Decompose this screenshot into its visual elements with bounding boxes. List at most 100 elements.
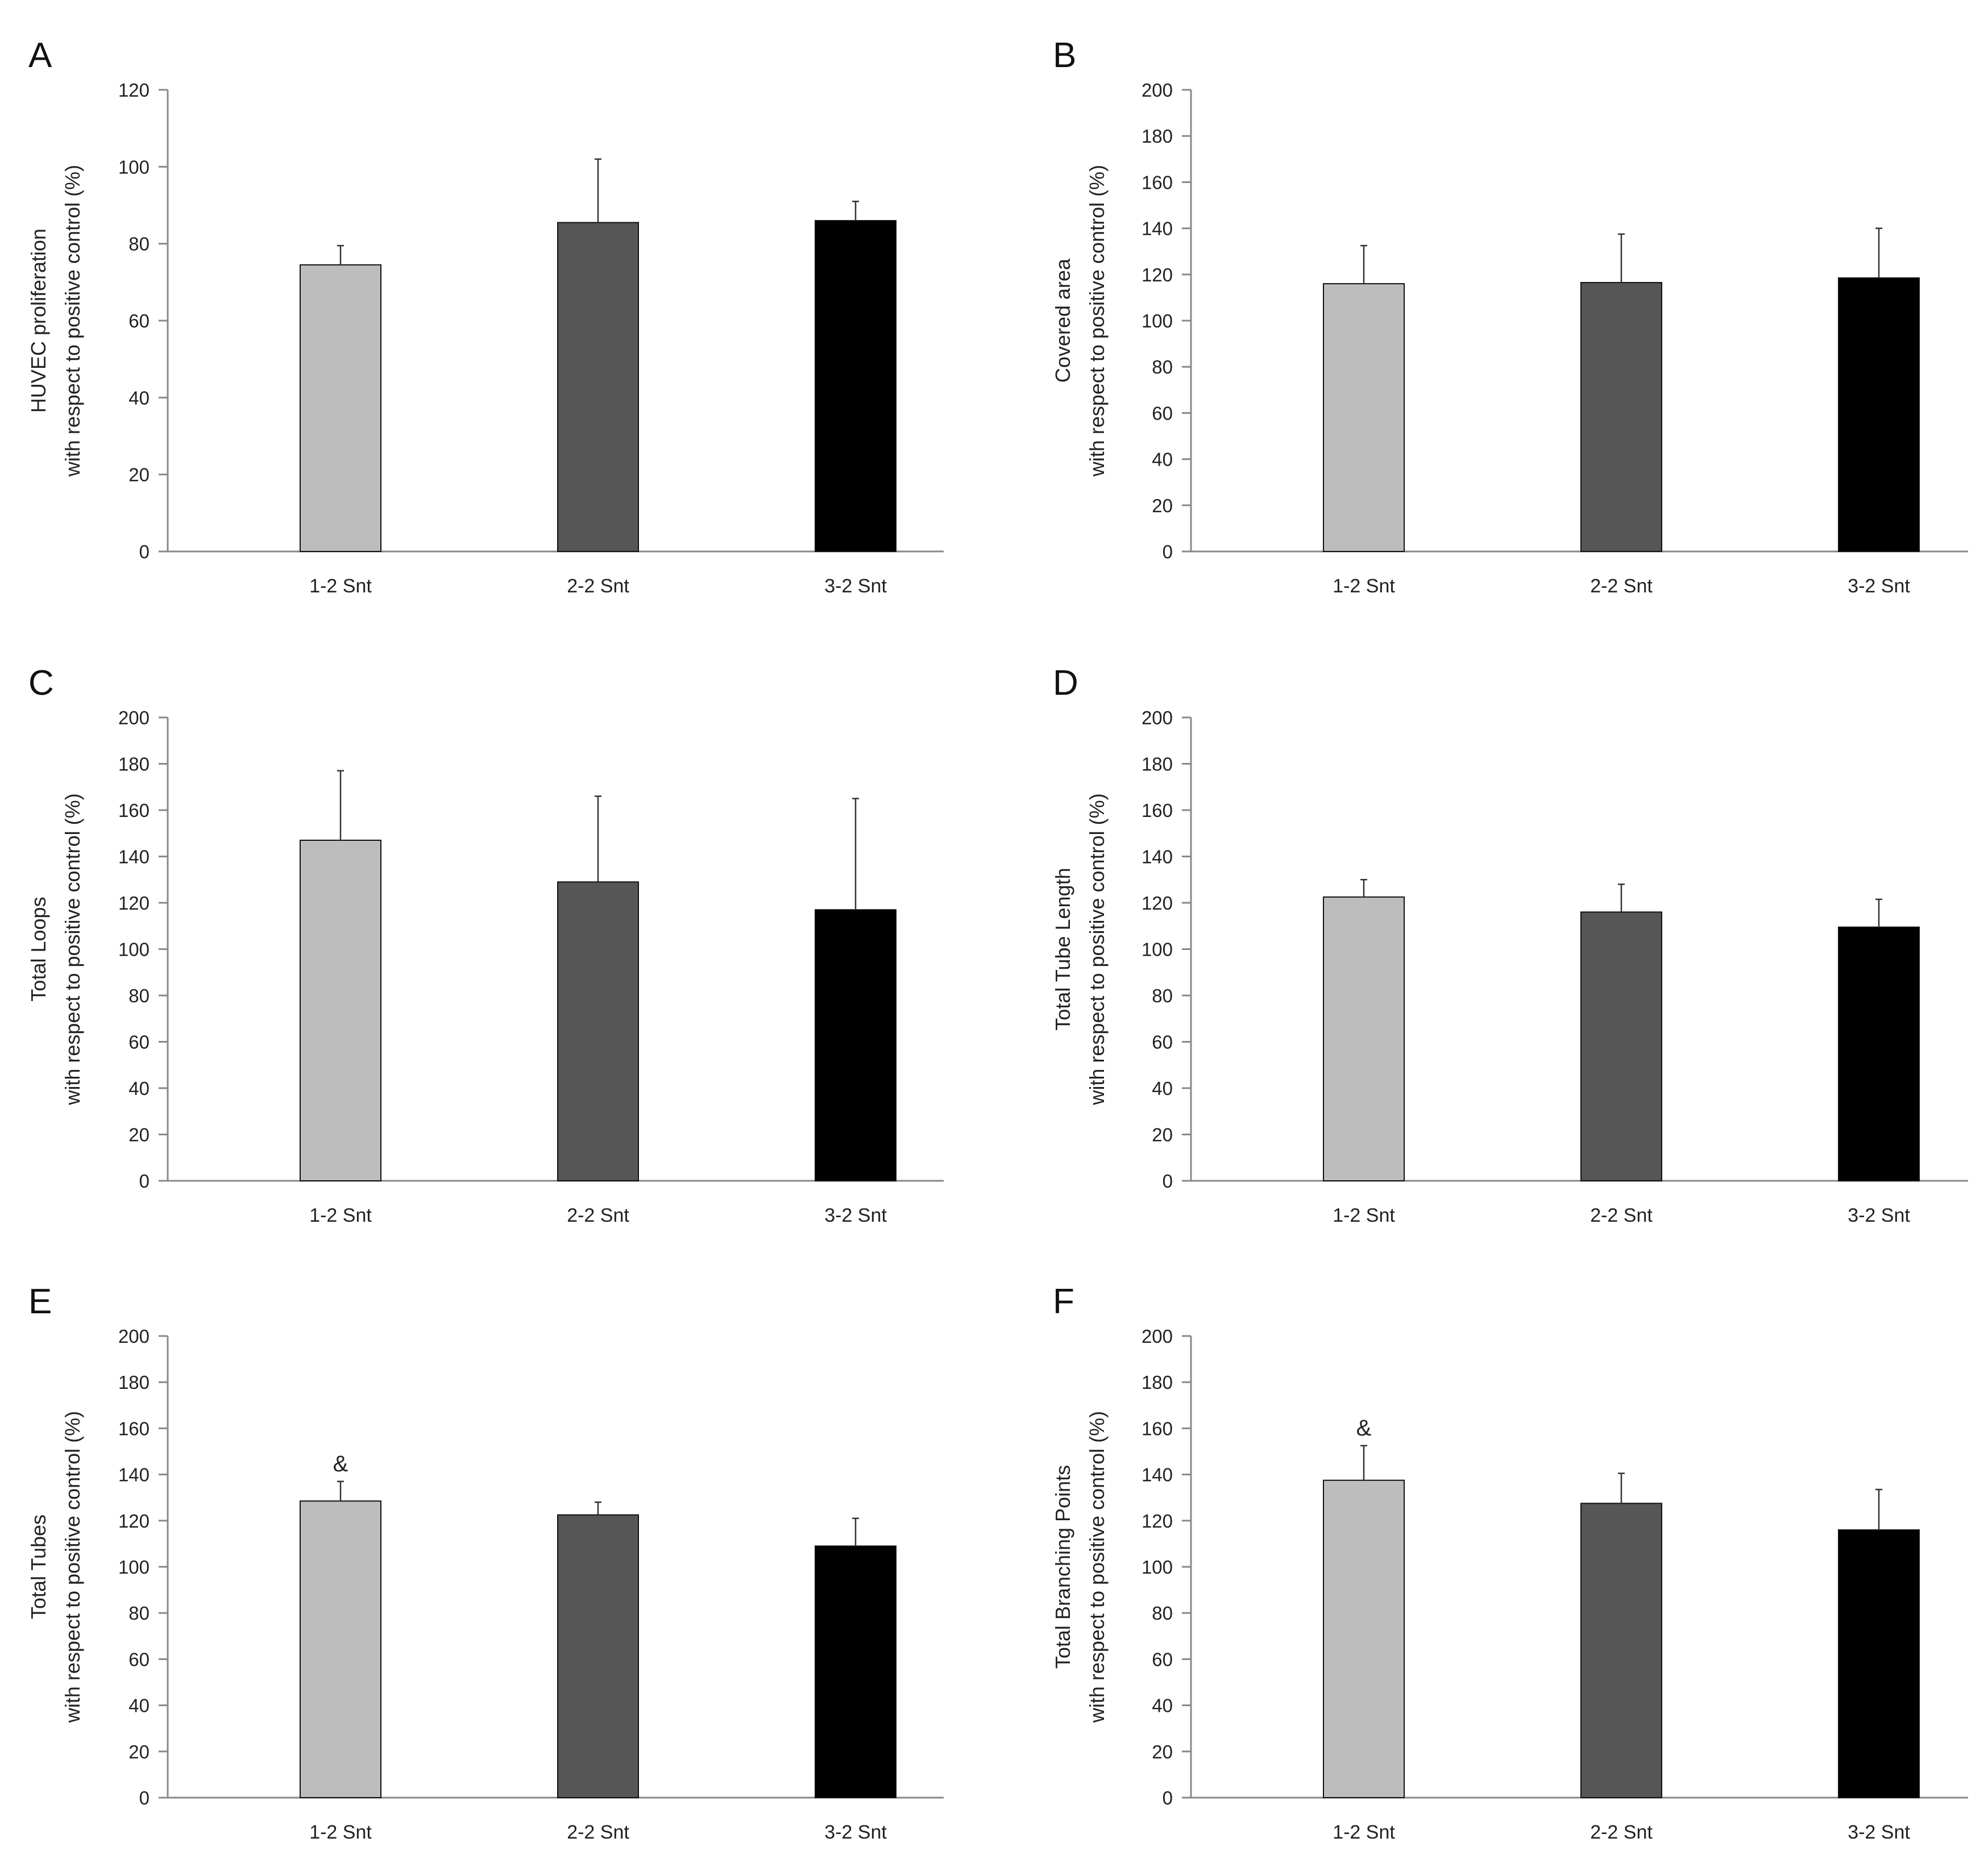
y-axis-title: with respect to positive control (%) xyxy=(61,165,84,477)
y-tick-label: 20 xyxy=(128,464,150,486)
y-tick-label: 20 xyxy=(128,1741,150,1762)
y-tick-label: 160 xyxy=(118,800,150,821)
chart-panel-d: D 0 20 40 60 80 100 120 140 160 180 200 Total Tube L… xyxy=(1051,663,1968,1226)
y-tick-label: 200 xyxy=(118,1326,150,1347)
x-category-label: 1-2 Snt xyxy=(309,1822,372,1843)
chart-panel-f: F 0 20 40 60 80 100 120 140 160 180 200 Total Branch… xyxy=(1051,1282,1968,1843)
bar xyxy=(1323,1479,1405,1798)
y-tick-label: 60 xyxy=(128,310,150,331)
y-tick-label: 180 xyxy=(1142,126,1173,147)
y-tick-label: 120 xyxy=(1142,1511,1173,1532)
bar xyxy=(300,1500,381,1799)
chart-panel-b: B 0 20 40 60 80 100 120 140 160 180 200 Covered area… xyxy=(1051,36,1968,597)
y-tick-label: 200 xyxy=(118,707,150,728)
x-category-label: 3-2 Snt xyxy=(1848,575,1910,597)
y-tick-label: 40 xyxy=(1152,449,1173,470)
y-tick-label: 120 xyxy=(118,80,150,101)
y-tick-label: 60 xyxy=(1152,403,1173,424)
y-tick-label: 0 xyxy=(1163,1787,1173,1808)
x-category-label: 3-2 Snt xyxy=(824,1822,887,1843)
y-tick-label: 100 xyxy=(1142,310,1173,331)
y-axis-title: Total Tubes xyxy=(27,1515,50,1619)
x-category-label: 1-2 Snt xyxy=(1333,575,1395,597)
y-axis-title: with respect to positive control (%) xyxy=(1085,1411,1109,1723)
y-tick-label: 140 xyxy=(1142,847,1173,868)
y-tick-label: 120 xyxy=(118,1511,150,1532)
y-tick-label: 20 xyxy=(128,1125,150,1146)
x-category-label: 3-2 Snt xyxy=(824,1205,887,1226)
y-tick-label: 100 xyxy=(118,1557,150,1578)
x-category-label: 1-2 Snt xyxy=(1333,1822,1395,1843)
y-tick-label: 20 xyxy=(1152,495,1173,516)
y-axis-title: with respect to positive control (%) xyxy=(1085,793,1109,1105)
y-tick-label: 40 xyxy=(1152,1078,1173,1099)
x-category-label: 2-2 Snt xyxy=(1590,575,1653,597)
y-tick-label: 60 xyxy=(1152,1649,1173,1670)
y-tick-label: 80 xyxy=(1152,1603,1173,1624)
bar xyxy=(1580,282,1662,552)
y-tick-label: 80 xyxy=(128,234,150,255)
y-tick-label: 180 xyxy=(1142,754,1173,775)
panel-letter: A xyxy=(28,36,52,75)
y-tick-label: 100 xyxy=(1142,1557,1173,1578)
y-tick-label: 80 xyxy=(1152,356,1173,377)
y-tick-label: 0 xyxy=(139,541,150,562)
x-category-label: 3-2 Snt xyxy=(1848,1205,1910,1226)
y-axis-title: HUVEC proliferation xyxy=(27,229,50,413)
bar xyxy=(1580,1503,1662,1799)
panel-letter: F xyxy=(1053,1282,1074,1321)
y-axis-title: Total Tube Length xyxy=(1051,868,1074,1030)
panel-letter: E xyxy=(28,1282,52,1321)
x-category-label: 2-2 Snt xyxy=(567,1822,629,1843)
x-category-label: 1-2 Snt xyxy=(1333,1205,1395,1226)
bar xyxy=(815,220,897,553)
panel-letter: D xyxy=(1053,663,1078,703)
y-tick-label: 120 xyxy=(118,893,150,914)
y-tick-label: 60 xyxy=(128,1649,150,1670)
bar xyxy=(1838,277,1920,552)
bar xyxy=(815,909,897,1181)
y-tick-label: 100 xyxy=(118,156,150,177)
y-tick-label: 160 xyxy=(1142,800,1173,821)
y-tick-label: 40 xyxy=(128,1078,150,1099)
y-tick-label: 200 xyxy=(1142,1326,1173,1347)
y-axis-title: Total Branching Points xyxy=(1051,1465,1074,1669)
y-tick-label: 180 xyxy=(1142,1372,1173,1393)
y-tick-label: 0 xyxy=(1163,1171,1173,1192)
bar xyxy=(557,1514,639,1798)
bar xyxy=(300,839,381,1181)
y-tick-label: 180 xyxy=(118,1372,150,1393)
bar xyxy=(1838,926,1920,1181)
y-axis-title: with respect to positive control (%) xyxy=(61,793,84,1105)
y-tick-label: 140 xyxy=(118,847,150,868)
x-category-label: 3-2 Snt xyxy=(824,575,887,597)
bar xyxy=(557,881,639,1181)
y-tick-label: 100 xyxy=(1142,939,1173,960)
y-tick-label: 60 xyxy=(1152,1032,1173,1053)
y-tick-label: 80 xyxy=(1152,985,1173,1006)
y-tick-label: 100 xyxy=(118,939,150,960)
x-category-label: 2-2 Snt xyxy=(1590,1205,1653,1226)
bar xyxy=(557,222,639,552)
x-category-label: 1-2 Snt xyxy=(309,1205,372,1226)
y-axis-title: with respect to positive control (%) xyxy=(61,1411,84,1723)
y-tick-label: 140 xyxy=(118,1464,150,1486)
y-tick-label: 160 xyxy=(1142,172,1173,193)
y-tick-label: 0 xyxy=(139,1787,150,1808)
y-tick-label: 160 xyxy=(1142,1418,1173,1439)
bar xyxy=(1323,283,1405,552)
bar xyxy=(1323,896,1405,1181)
y-tick-label: 60 xyxy=(128,1032,150,1053)
y-tick-label: 40 xyxy=(128,1695,150,1716)
significance-marker: & xyxy=(1356,1416,1372,1441)
y-tick-label: 20 xyxy=(1152,1125,1173,1146)
x-category-label: 2-2 Snt xyxy=(567,575,629,597)
significance-marker: & xyxy=(333,1451,348,1476)
bar xyxy=(1838,1529,1920,1799)
chart-panel-e: E 0 20 40 60 80 100 120 140 160 180 200 Total Tubes w… xyxy=(27,1282,944,1843)
x-category-label: 1-2 Snt xyxy=(309,575,372,597)
bar xyxy=(300,264,381,552)
panel-letter: B xyxy=(1053,36,1076,75)
y-tick-label: 120 xyxy=(1142,893,1173,914)
